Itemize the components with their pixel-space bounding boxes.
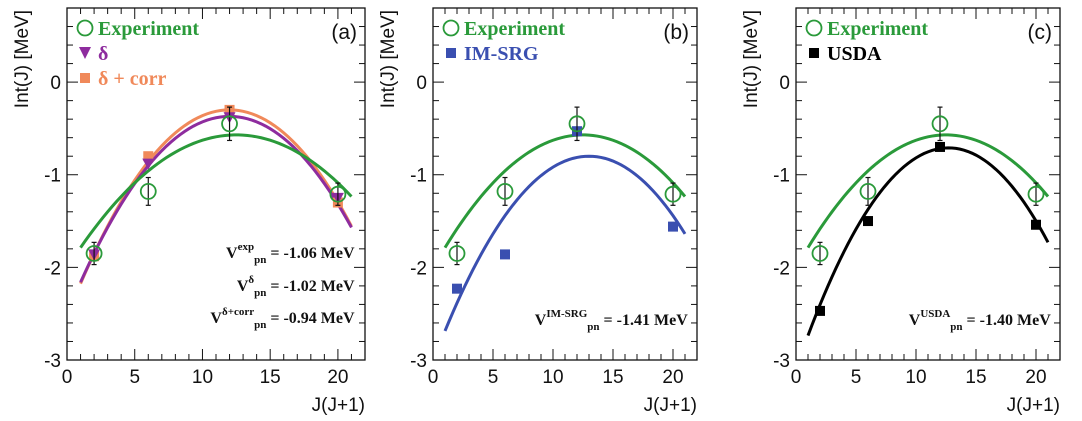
data-point-experiment <box>496 183 514 200</box>
x-tick-label: 20 <box>662 367 683 388</box>
legend-marker-experiment <box>442 19 460 37</box>
y-tick-label: 0 <box>779 73 790 94</box>
x-tick-label: 10 <box>542 367 563 388</box>
y-tick-label: -2 <box>44 258 61 279</box>
y-tick-label: -2 <box>410 258 427 279</box>
y-tick-label: 0 <box>50 73 61 94</box>
fit-curve-experiment <box>79 133 353 249</box>
data-point-experiment <box>221 115 238 133</box>
fit-curve-imsrg <box>443 154 687 332</box>
legend-marker-experiment <box>76 19 94 37</box>
y-axis-label: Int(J) [MeV] <box>12 10 33 108</box>
vpn-annotation: VIM-SRGpn = -1.41 MeV <box>535 308 688 333</box>
y-axis-label: Int(J) [MeV] <box>378 10 399 108</box>
panel-label: (a) <box>331 21 357 44</box>
x-axis-label: J(J+1) <box>312 395 365 416</box>
y-tick-label: -2 <box>773 258 790 279</box>
x-tick-label: 0 <box>62 367 73 388</box>
data-point-imsrg <box>500 249 510 260</box>
panel-label: (c) <box>1028 21 1053 44</box>
legend-label-usda: USDA <box>827 43 882 65</box>
x-axis-label: J(J+1) <box>644 395 697 416</box>
legend-marker-delta_corr <box>80 73 90 83</box>
legend-label-imsrg: IM-SRG <box>464 43 539 65</box>
chart-panel-c: 0 5 10 15 20 -3 -2 -1 0 J(J+1) Int(J) [MeV] (c) Expe… <box>741 7 1061 416</box>
legend-label-experiment: Experiment <box>827 18 928 40</box>
data-point-usda <box>935 141 945 152</box>
data-point-experiment <box>448 245 466 262</box>
data-point-experiment <box>329 185 347 203</box>
legend-label-experiment: Experiment <box>464 18 565 40</box>
x-tick-label: 0 <box>428 367 439 388</box>
data-point-imsrg <box>452 283 462 294</box>
vpn-annotation: Vexppn = -1.06 MeV <box>226 241 355 266</box>
y-tick-label: -3 <box>44 351 61 372</box>
x-tick-label: 20 <box>1025 367 1046 388</box>
data-point-usda <box>815 305 825 316</box>
y-tick-label: -3 <box>410 351 427 372</box>
data-point-usda <box>1031 219 1041 230</box>
x-tick-label: 20 <box>327 367 348 388</box>
fit-curve-experiment <box>443 133 687 249</box>
y-tick-label: -1 <box>410 166 427 187</box>
data-point-experiment <box>139 183 157 200</box>
x-tick-label: 5 <box>488 367 499 388</box>
x-tick-label: 15 <box>965 367 986 388</box>
data-point-imsrg <box>668 221 678 232</box>
legend-label-delta_corr: δ + corr <box>98 68 167 90</box>
fit-curve-delta <box>79 114 353 283</box>
legend-marker-delta <box>79 47 91 59</box>
data-point-experiment <box>664 185 682 203</box>
data-point-usda <box>863 216 873 227</box>
x-tick-label: 5 <box>129 367 140 388</box>
data-point-delta_corr <box>143 151 154 162</box>
vpn-annotation: VUSDApn = -1.40 MeV <box>909 308 1051 333</box>
data-point-experiment <box>85 245 103 262</box>
panel-label: (b) <box>663 21 689 44</box>
vpn-annotation: Vδ+corrpn = -0.94 MeV <box>210 306 355 331</box>
x-tick-label: 10 <box>192 367 213 388</box>
chart-panel-a: 0 5 10 15 20 -3 -2 -1 0 J(J+1) Int(J) [MeV] (a) Expe… <box>12 7 366 416</box>
x-tick-label: 15 <box>602 367 623 388</box>
legend-label-delta: δ <box>98 43 108 65</box>
y-tick-label: -1 <box>773 166 790 187</box>
vpn-annotation: Vδpn = -1.02 MeV <box>237 274 355 299</box>
y-axis-label: Int(J) [MeV] <box>741 10 762 108</box>
data-point-experiment <box>811 245 829 262</box>
legend-marker-experiment <box>805 19 823 37</box>
data-point-experiment <box>568 115 586 133</box>
x-tick-label: 15 <box>260 367 281 388</box>
x-tick-label: 5 <box>851 367 862 388</box>
fit-curve-experiment <box>806 133 1050 249</box>
fit-curve-usda <box>806 146 1050 337</box>
chart-panel-b: 0 5 10 15 20 -3 -2 -1 0 J(J+1) Int(J) [MeV] (b) Expe… <box>378 7 698 416</box>
data-point-experiment <box>931 115 949 133</box>
data-point-delta <box>142 158 155 170</box>
y-tick-label: -3 <box>773 351 790 372</box>
data-point-experiment <box>859 183 877 200</box>
y-tick-label: -1 <box>44 166 61 187</box>
x-tick-label: 10 <box>905 367 926 388</box>
x-axis-label: J(J+1) <box>1007 395 1060 416</box>
legend-label-experiment: Experiment <box>98 18 199 40</box>
legend-marker-usda <box>809 48 819 58</box>
y-tick-label: 0 <box>416 73 427 94</box>
x-tick-label: 0 <box>791 367 802 388</box>
data-point-experiment <box>1027 185 1045 203</box>
plot-frame <box>66 7 366 361</box>
legend-marker-imsrg <box>446 48 456 58</box>
